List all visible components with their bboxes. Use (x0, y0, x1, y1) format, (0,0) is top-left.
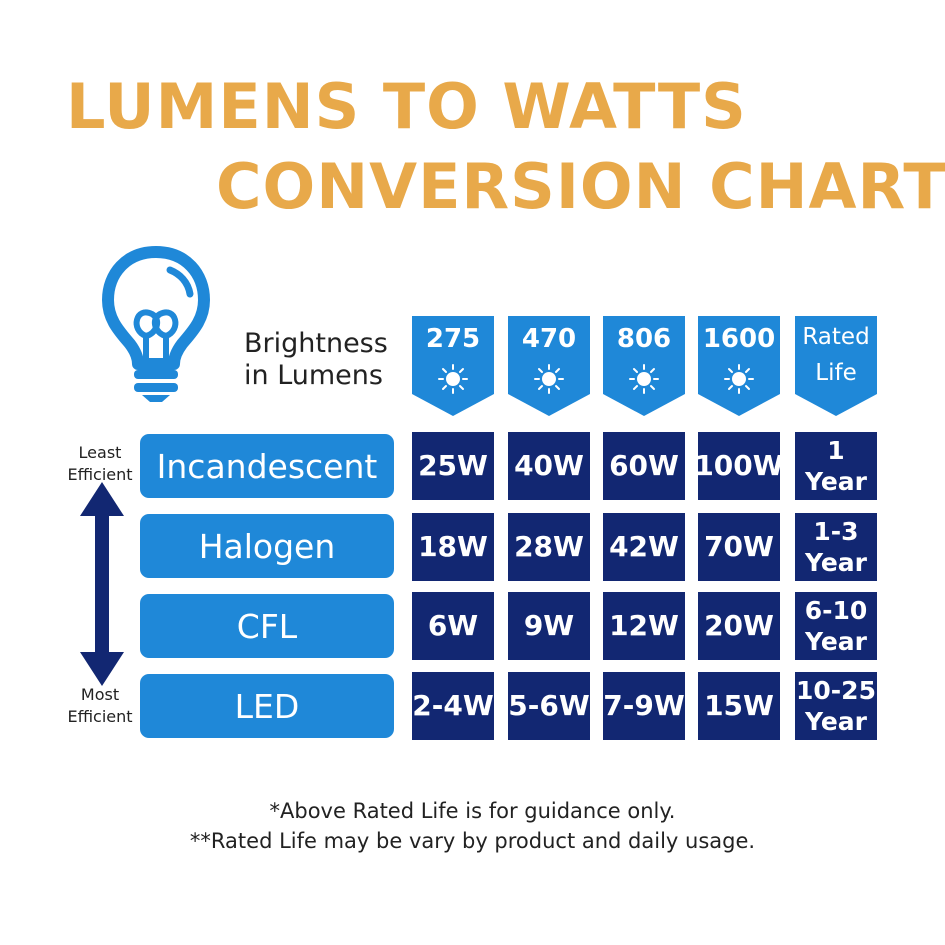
rated-life-cell: 1 Year (795, 432, 877, 500)
rated-life-unit: Year (805, 707, 867, 736)
rated-life-unit: Year (805, 548, 867, 577)
row-label-incandescent: Incandescent (140, 434, 394, 498)
light-bulb-icon (102, 246, 210, 402)
column-header-value: Rated (802, 324, 870, 350)
table-cell: 40W (508, 432, 590, 500)
table-cell: 18W (412, 513, 494, 581)
column-header-value: 806 (616, 324, 672, 354)
sun-icon (438, 364, 468, 394)
rated-life-value: 1 (827, 436, 845, 465)
rated-life-unit: Year (805, 627, 867, 656)
sun-icon (724, 364, 754, 394)
column-header-806: 806 (603, 316, 685, 416)
column-header-1600: 1600 (698, 316, 780, 416)
brightness-label-line2: in Lumens (244, 360, 383, 391)
column-header-value: 275 (425, 324, 481, 354)
footnote-2: **Rated Life may be vary by product and … (189, 829, 756, 853)
table-cell: 7-9W (603, 672, 685, 740)
row-label-led: LED (140, 674, 394, 738)
table-cell: 42W (603, 513, 685, 581)
sun-icon (534, 364, 564, 394)
rated-life-cell: 10-25 Year (795, 672, 877, 740)
table-cell: 9W (508, 592, 590, 660)
most-efficient-line2: Efficient (67, 707, 133, 726)
table-cell: 70W (698, 513, 780, 581)
least-efficient-line1: Least (78, 443, 122, 462)
rated-life-value: 6-10 (804, 596, 868, 625)
double-arrow-icon (80, 482, 124, 686)
rated-life-cell: 1-3 Year (795, 513, 877, 581)
table-cell: 25W (412, 432, 494, 500)
table-cell: 5-6W (508, 672, 590, 740)
row-label-cfl: CFL (140, 594, 394, 658)
footnote-1: *Above Rated Life is for guidance only. (269, 799, 676, 823)
sun-icon (629, 364, 659, 394)
title-line-1: LUMENS TO WATTS (66, 70, 747, 143)
table-cell: 60W (603, 432, 685, 500)
brightness-label-line1: Brightness (244, 328, 388, 359)
rated-life-value: 10-25 (796, 676, 876, 705)
column-header-275: 275 (412, 316, 494, 416)
table-cell: 12W (603, 592, 685, 660)
least-efficient-label: Least Efficient (60, 442, 140, 486)
column-header-value: 1600 (702, 324, 776, 354)
title-line-2: CONVERSION CHART (216, 150, 945, 223)
rated-life-unit: Year (805, 467, 867, 496)
table-cell: 100W (694, 432, 784, 500)
table-cell: 28W (508, 513, 590, 581)
table-cell: 20W (698, 592, 780, 660)
column-header-value: 470 (521, 324, 577, 354)
brightness-label: Brightness in Lumens (244, 328, 388, 392)
table-cell: 2-4W (412, 672, 494, 740)
row-label-halogen: Halogen (140, 514, 394, 578)
least-efficient-line2: Efficient (67, 465, 133, 484)
column-header-value: Life (815, 360, 857, 386)
column-header-rated-life: Rated Life (795, 316, 877, 416)
column-header-470: 470 (508, 316, 590, 416)
rated-life-cell: 6-10 Year (795, 592, 877, 660)
header-badge-shape (795, 316, 877, 416)
most-efficient-line1: Most (80, 685, 120, 704)
most-efficient-label: Most Efficient (60, 684, 140, 728)
rated-life-value: 1-3 (813, 517, 859, 546)
table-cell: 6W (412, 592, 494, 660)
table-cell: 15W (698, 672, 780, 740)
